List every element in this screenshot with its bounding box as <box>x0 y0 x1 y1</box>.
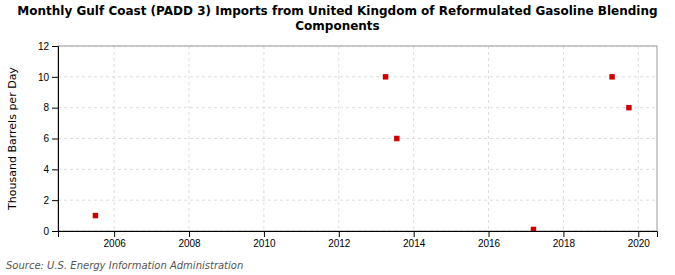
points <box>93 74 632 231</box>
point <box>531 227 536 231</box>
x-tick-mark <box>638 231 639 237</box>
y-tick-label: 10 <box>38 72 50 83</box>
plot-area: 2006 2008 2010 2012 2014 2016 2018 2020 0 2 4 6 8 10 1… <box>38 41 658 249</box>
x-tick: 2006 <box>104 231 127 249</box>
source-note: Source: U.S. Energy Information Administ… <box>6 260 243 271</box>
point <box>394 136 399 141</box>
y-tick: 10 <box>38 72 58 83</box>
y-axis: 0 2 4 6 8 10 12 <box>38 41 59 237</box>
x-tick-mark <box>114 231 115 237</box>
y-tick-label: 2 <box>43 195 49 206</box>
y-tick-mark <box>52 200 58 201</box>
y-tick-mark <box>52 108 58 109</box>
y-tick: 0 <box>43 226 58 237</box>
y-grid-line <box>58 200 657 201</box>
y-axis-title: Thousand Barrels per Day <box>6 67 19 211</box>
y-tick-label: 8 <box>43 102 49 113</box>
x-tick-mark <box>339 231 340 237</box>
point <box>383 74 388 79</box>
x-tick-mark <box>264 231 265 237</box>
x-tick-label: 2006 <box>104 238 127 249</box>
x-grid-line <box>488 46 489 231</box>
y-tick-mark <box>52 46 58 47</box>
y-grid-line <box>58 107 657 108</box>
x-tick: 2012 <box>328 231 351 249</box>
point <box>626 105 631 110</box>
x-tick-label: 2008 <box>178 238 201 249</box>
y-tick-label: 0 <box>43 226 49 237</box>
x-tick-label: 2016 <box>478 238 501 249</box>
grid <box>58 46 657 231</box>
y-grid-line <box>58 76 657 77</box>
title-line: Components <box>295 19 380 33</box>
chart-svg: 2006 2008 2010 2012 2014 2016 2018 2020 0 2 4 6 8 10 1… <box>0 0 675 275</box>
x-grid-line <box>338 46 339 231</box>
x-tick-label: 2020 <box>628 238 651 249</box>
x-tick: 2008 <box>178 231 201 249</box>
x-tick-label: 2012 <box>328 238 351 249</box>
title-line: Monthly Gulf Coast (PADD 3) Imports from… <box>17 4 657 18</box>
x-tick-mark <box>414 231 415 237</box>
x-axis-line <box>59 232 658 238</box>
x-tick-mark <box>563 231 564 237</box>
y-grid-line <box>58 169 657 170</box>
y-tick-label: 12 <box>38 41 50 52</box>
y-tick-mark <box>52 77 58 78</box>
x-axis: 2006 2008 2010 2012 2014 2016 2018 2020 <box>59 231 658 249</box>
x-tick: 2010 <box>253 231 276 249</box>
x-tick: 2018 <box>553 231 576 249</box>
x-grid-line <box>189 46 190 231</box>
x-tick-mark <box>189 231 190 237</box>
y-tick-mark <box>52 169 58 170</box>
y-axis-line <box>52 47 59 232</box>
y-tick: 8 <box>43 102 58 113</box>
y-tick-label: 6 <box>43 133 49 144</box>
x-tick-mark <box>489 231 490 237</box>
x-tick-label: 2014 <box>403 238 426 249</box>
point <box>93 213 98 218</box>
x-tick-label: 2018 <box>553 238 576 249</box>
x-tick: 2020 <box>628 231 651 249</box>
x-tick: 2014 <box>403 231 426 249</box>
y-grid-line <box>58 138 657 139</box>
x-tick-label: 2010 <box>253 238 276 249</box>
y-tick-mark <box>52 139 58 140</box>
x-grid-line <box>638 46 639 231</box>
point <box>609 74 614 79</box>
plot-frame <box>58 46 657 231</box>
y-tick: 6 <box>43 133 58 144</box>
y-tick: 12 <box>38 41 58 52</box>
y-tick: 4 <box>43 164 58 175</box>
y-tick-mark <box>52 231 58 232</box>
y-tick-label: 4 <box>43 164 49 175</box>
title: Monthly Gulf Coast (PADD 3) Imports from… <box>17 4 657 33</box>
chart-container: 2006 2008 2010 2012 2014 2016 2018 2020 0 2 4 6 8 10 1… <box>0 0 675 275</box>
x-tick: 2016 <box>478 231 501 249</box>
y-tick: 2 <box>43 195 58 206</box>
